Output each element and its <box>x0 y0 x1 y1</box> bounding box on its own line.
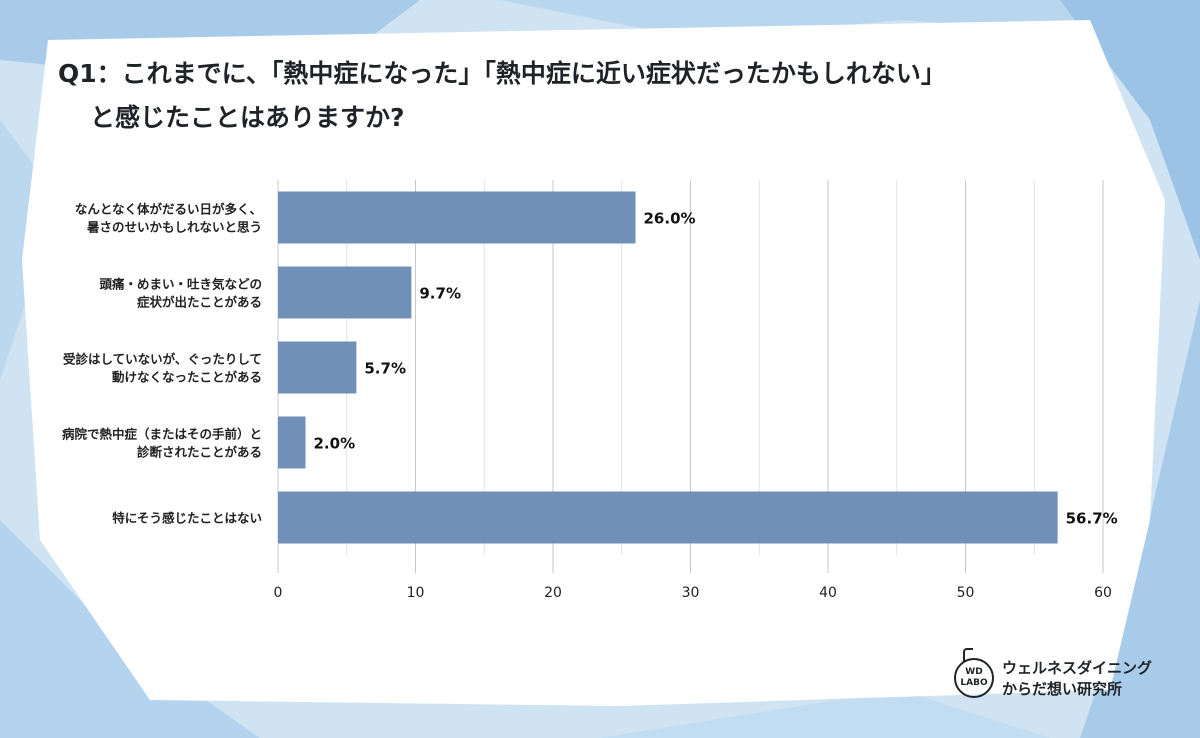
x-tick-label-0: 0 <box>274 585 283 601</box>
category-label-1: 頭痛・めまい・吐き気などの症状が出たことがある <box>99 277 262 310</box>
value-label-3: 2.0% <box>314 435 356 453</box>
category-label-1-line-1: 症状が出たことがある <box>137 295 262 310</box>
category-label-4-line-0: 特にそう感じたことはない <box>112 511 262 526</box>
category-labels: なんとなく体がだるい日が多く、暑さのせいかもしれないと思う頭痛・めまい・吐き気な… <box>62 202 262 526</box>
chart-title-line2: と感じたことはありますか? <box>90 103 405 132</box>
logo: WD LABO ウェルネスダイニング からだ想い研究所 <box>952 648 1172 710</box>
bar-4 <box>278 491 1058 544</box>
x-tick-label-6: 60 <box>1094 585 1112 601</box>
logo-text-line2: からだ想い研究所 <box>1002 680 1123 698</box>
bar-1 <box>278 266 412 319</box>
bar-0 <box>278 191 636 244</box>
bar-3 <box>278 416 306 469</box>
chart-title: Q1：これまでに、「熱中症になった」「熱中症に近い症状だったかもしれない」 と感… <box>58 52 1158 140</box>
logo-mark-line2: LABO <box>960 678 988 688</box>
logo-text: ウェルネスダイニング からだ想い研究所 <box>1002 658 1152 700</box>
category-label-2-line-0: 受診はしていないが、ぐったりして <box>63 352 262 367</box>
category-label-1-line-0: 頭痛・めまい・吐き気などの <box>99 277 262 292</box>
category-label-0: なんとなく体がだるい日が多く、暑さのせいかもしれないと思う <box>75 202 262 235</box>
value-label-2: 5.7% <box>364 360 406 378</box>
x-tick-label-2: 20 <box>544 585 562 601</box>
x-tick-label-5: 50 <box>957 585 975 601</box>
value-label-4: 56.7% <box>1066 510 1118 528</box>
bar-2 <box>278 341 357 394</box>
category-label-0-line-0: なんとなく体がだるい日が多く、 <box>75 202 262 217</box>
tick-labels: 0 10 20 30 40 50 60 <box>274 585 1112 601</box>
x-tick-label-3: 30 <box>682 585 700 601</box>
logo-mark-line1: WD <box>965 667 983 677</box>
value-label-0: 26.0% <box>644 210 696 228</box>
category-label-2: 受診はしていないが、ぐったりして動けなくなったことがある <box>63 352 262 385</box>
category-label-3: 病院で熱中症（またはその手前）と診断されたことがある <box>62 427 262 460</box>
category-label-4: 特にそう感じたことはない <box>112 511 262 526</box>
logo-mark: WD LABO <box>954 658 994 698</box>
logo-text-line1: ウェルネスダイニング <box>1002 659 1153 677</box>
category-label-3-line-1: 診断されたことがある <box>137 445 262 460</box>
x-tick-label-1: 10 <box>407 585 425 601</box>
logo-stem-shape <box>963 648 973 662</box>
value-labels: 26.0% 9.7% 5.7% 2.0% 56.7% <box>314 210 1118 528</box>
x-tick-label-4: 40 <box>819 585 837 601</box>
category-label-2-line-1: 動けなくなったことがある <box>112 370 262 385</box>
category-label-3-line-0: 病院で熱中症（またはその手前）と <box>62 427 262 442</box>
category-label-0-line-1: 暑さのせいかもしれないと思う <box>86 220 262 235</box>
chart-title-line1: Q1：これまでに、「熱中症になった」「熱中症に近い症状だったかもしれない」 <box>58 59 946 88</box>
value-label-1: 9.7% <box>419 285 461 303</box>
bars <box>278 191 1058 544</box>
